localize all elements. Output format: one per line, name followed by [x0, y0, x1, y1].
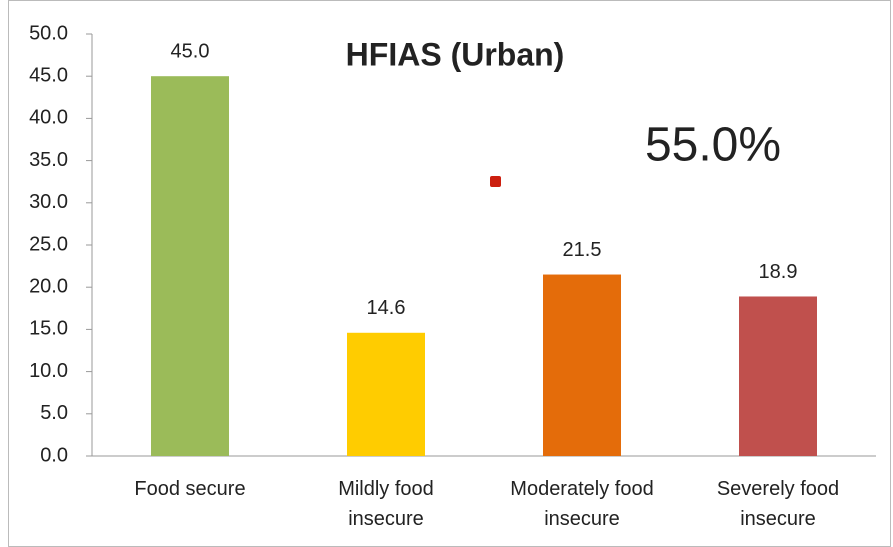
y-tick-label: 5.0 [40, 402, 68, 424]
y-tick-label: 30.0 [29, 191, 68, 213]
y-tick-label: 10.0 [29, 360, 68, 382]
y-tick-label: 40.0 [29, 107, 68, 129]
x-tick-label: Food secure [134, 478, 246, 500]
bar [347, 332, 425, 456]
y-tick-label: 45.0 [29, 64, 68, 86]
marker-dot [490, 176, 501, 187]
bar [151, 76, 229, 456]
x-tick-label: Severely food insecure [716, 478, 840, 530]
value-label: 14.6 [367, 297, 406, 319]
y-tick-label: 0.0 [40, 444, 68, 466]
x-tick-label: Mildly food insecure [338, 478, 434, 530]
y-tick-label: 20.0 [29, 275, 68, 297]
annotation: 55.0% [645, 119, 781, 172]
y-tick-label: 35.0 [29, 149, 68, 171]
y-tick-label: 15.0 [29, 318, 68, 340]
x-tick-label: Moderately food insecure [510, 478, 654, 530]
bar [543, 274, 621, 456]
value-label: 21.5 [563, 239, 602, 261]
y-tick-label: 25.0 [29, 233, 68, 255]
y-tick-label: 50.0 [29, 22, 68, 44]
bar [739, 296, 817, 456]
chart-title: HFIAS (Urban) [346, 36, 565, 72]
value-label: 18.9 [759, 261, 798, 283]
value-label: 45.0 [171, 40, 210, 62]
